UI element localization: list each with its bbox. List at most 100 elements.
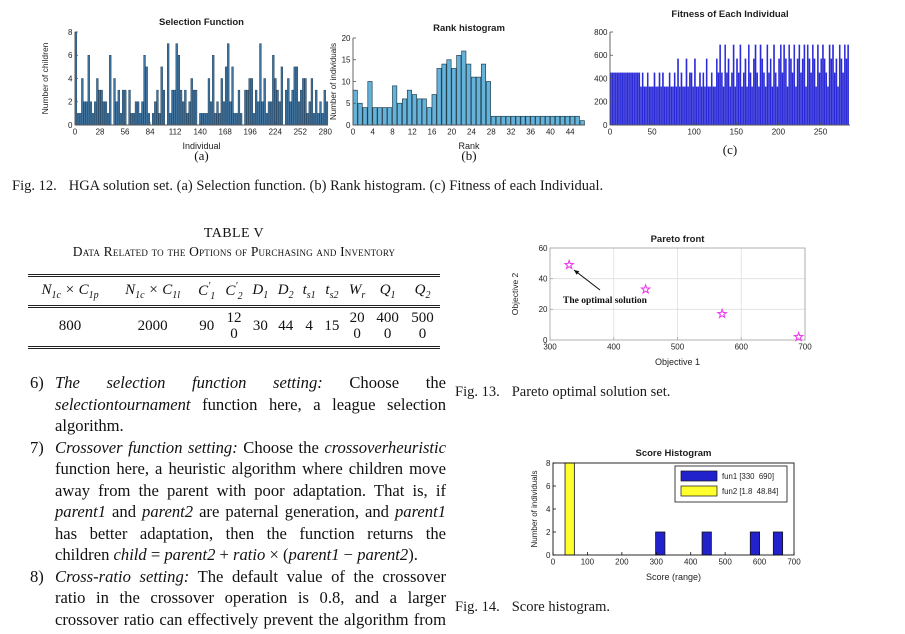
svg-text:140: 140: [193, 128, 207, 137]
svg-text:40: 40: [539, 274, 548, 283]
text-segment: 1c: [135, 290, 145, 301]
table-header-cell: ts1: [298, 275, 320, 308]
svg-text:196: 196: [244, 128, 258, 137]
svg-text:400: 400: [684, 558, 698, 567]
text-segment: ×: [60, 282, 79, 298]
svg-text:Rank: Rank: [458, 141, 480, 151]
table-value-cell: 15: [324, 317, 340, 334]
svg-text:Number of children: Number of children: [40, 42, 50, 114]
figure-14-caption-text: Score histogram.: [511, 599, 610, 615]
svg-text:16: 16: [428, 128, 437, 137]
svg-text:40: 40: [546, 128, 555, 137]
text-segment: t: [325, 282, 330, 298]
svg-text:Individual: Individual: [182, 141, 220, 151]
svg-text:Score Histogram: Score Histogram: [635, 448, 711, 459]
svg-text:Rank histogram: Rank histogram: [433, 23, 505, 34]
svg-text:100: 100: [688, 128, 702, 137]
text-segment: N: [125, 282, 136, 298]
svg-text:500: 500: [671, 343, 685, 352]
svg-text:112: 112: [169, 128, 182, 137]
svg-text:44: 44: [566, 128, 575, 137]
text-segment: parent2: [357, 545, 409, 564]
svg-text:280: 280: [319, 128, 333, 137]
svg-text:Number of individuals: Number of individuals: [530, 471, 539, 548]
table-value-cell: 2000: [137, 317, 168, 334]
svg-text:0: 0: [351, 128, 356, 137]
text-segment: parent1: [55, 502, 107, 521]
selection-function-chart: 0 28 56 84 112 140 168 196 224 252 280 0 2 4 6 8 Selecti…: [40, 17, 333, 163]
svg-text:36: 36: [526, 128, 535, 137]
list-item-number: 6): [30, 373, 44, 392]
list-item: 6) The selection function setting: Choose…: [28, 372, 446, 437]
text-segment: ×: [144, 282, 163, 298]
list-item-number: 8): [30, 566, 44, 586]
text-segment: 1: [210, 291, 216, 302]
table-value-cell: 800: [58, 317, 82, 334]
svg-text:28: 28: [96, 128, 105, 137]
text-segment: 2: [288, 290, 294, 301]
svg-text:600: 600: [735, 343, 749, 352]
table-header-cell: D2: [273, 275, 299, 308]
svg-text:fun1 [330 690]: fun1 [330 690]: [722, 472, 774, 481]
svg-text:252: 252: [294, 128, 308, 137]
table-value-cell: 44: [278, 317, 294, 334]
svg-text:150: 150: [730, 128, 744, 137]
text-segment: 2: [425, 290, 431, 301]
figure-12-caption: Fig. 12. HGA solution set. (a) Selection …: [12, 178, 603, 195]
text-segment: D: [277, 282, 289, 298]
table-value-cell: 400 0: [376, 310, 399, 342]
text-segment: The selection function setting:: [55, 373, 323, 392]
text-segment: ratio: [233, 545, 266, 564]
svg-text:400: 400: [594, 74, 608, 83]
svg-text:4: 4: [68, 74, 73, 83]
svg-text:600: 600: [594, 51, 608, 60]
text-segment: has better adaptation, then the function…: [55, 523, 446, 565]
text-segment: W: [348, 282, 362, 298]
text-segment: C: [78, 282, 89, 298]
text-segment: =: [146, 545, 165, 564]
text-segment: Q: [414, 282, 426, 298]
svg-text:(b): (b): [461, 148, 476, 163]
text-segment: crossoverheuristic: [324, 437, 447, 457]
svg-text:224: 224: [269, 128, 283, 137]
text-segment: −: [339, 545, 358, 564]
svg-text:56: 56: [121, 128, 130, 137]
text-segment: function here, a league selection algori…: [55, 394, 446, 436]
table-value-cell: 30: [252, 317, 268, 334]
svg-text:60: 60: [539, 244, 548, 253]
text-segment: C: [162, 282, 173, 298]
svg-text:800: 800: [594, 28, 608, 37]
text-segment: s1: [306, 290, 316, 301]
svg-text:fun2 [1.8 48.84]: fun2 [1.8 48.84]: [722, 487, 778, 496]
svg-text:2: 2: [68, 98, 73, 107]
svg-text:400: 400: [607, 343, 621, 352]
svg-text:100: 100: [581, 558, 595, 567]
text-segment: ′: [235, 281, 238, 292]
figure-14-caption: Fig. 14. Score histogram.: [455, 599, 610, 616]
text-segment: 2: [237, 291, 243, 302]
svg-text:6: 6: [546, 482, 551, 491]
svg-text:24: 24: [467, 128, 476, 137]
text-segment: Cross-ratio setting:: [55, 566, 190, 586]
text-segment: 1: [390, 290, 396, 301]
table-value-cell: 90: [199, 317, 215, 334]
text-segment: Choose the: [322, 373, 446, 392]
svg-text:(a): (a): [194, 148, 208, 163]
svg-text:5: 5: [346, 99, 351, 108]
figure-13-caption: Fig. 13. Pareto optimal solution set.: [455, 384, 670, 401]
figure-12-caption-text: HGA solution set. (a) Selection function…: [68, 178, 604, 194]
svg-text:(c): (c): [723, 142, 737, 157]
svg-text:Objective 2: Objective 2: [510, 272, 520, 315]
fitness-chart: 0 50 100 150 200 250 0 200 400 600 800 Fitness of E…: [594, 9, 850, 157]
svg-text:300: 300: [650, 558, 664, 567]
table-5-grid: N1c × C1p N1c × C1l C′1 C′2 D1 D2 ts1 ts2 Wr Q1 Q2…: [28, 274, 440, 349]
table-header-cell: D1: [247, 275, 274, 308]
pareto-front-chart: 300 400 500 600 700 0 20 40 60 Pareto front Object…: [510, 234, 812, 367]
svg-text:Pareto front: Pareto front: [651, 234, 706, 245]
text-segment: t: [302, 282, 307, 298]
svg-text:700: 700: [798, 343, 812, 352]
svg-text:500: 500: [718, 558, 732, 567]
table-5-title: Data Related to the Options of Purchasin…: [72, 244, 396, 259]
text-segment: selectiontournament: [55, 394, 191, 414]
figure-13-caption-text: Pareto optimal solution set.: [511, 384, 671, 400]
